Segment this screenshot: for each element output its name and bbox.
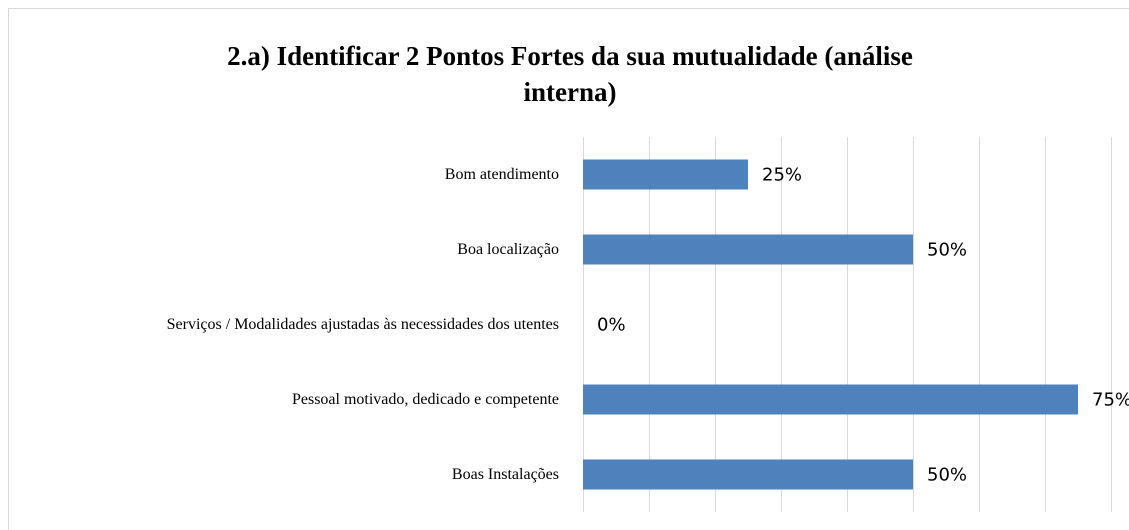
value-label: 50% (927, 465, 967, 486)
value-label: 50% (927, 240, 967, 261)
chart-title: 2.a) Identificar 2 Pontos Fortes da sua … (227, 41, 913, 107)
chart-frame (8, 8, 1129, 530)
bar (583, 159, 748, 190)
bar (583, 384, 1078, 415)
category-label: Serviços / Modalidades ajustadas às nece… (167, 316, 559, 333)
category-label: Boa localização (457, 241, 559, 258)
value-label: 75% (1092, 390, 1129, 411)
value-label: 0% (597, 315, 626, 336)
value-label: 25% (762, 165, 802, 186)
category-label: Bom atendimento (445, 166, 559, 183)
category-label: Boas Instalações (452, 466, 559, 483)
category-label: Pessoal motivado, dedicado e competente (292, 391, 559, 408)
bar (583, 459, 913, 490)
bar (583, 234, 913, 265)
